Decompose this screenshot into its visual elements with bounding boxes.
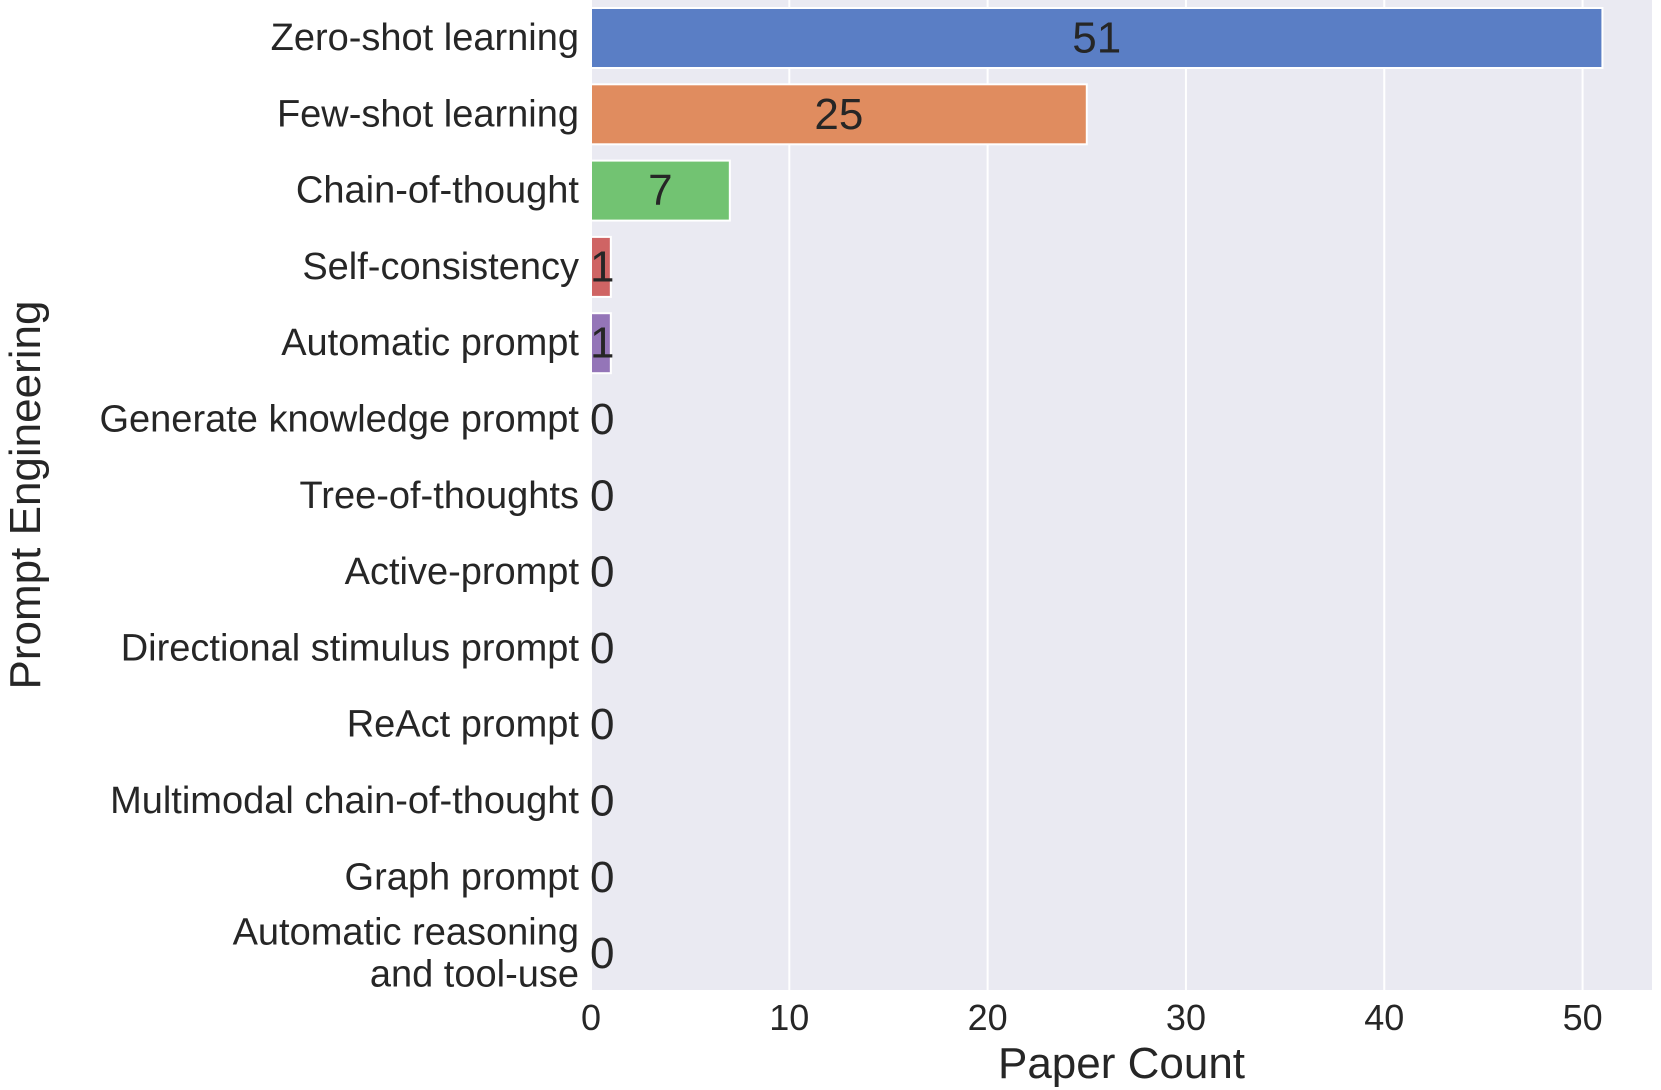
x-tick-labels: 0 10 20 30 40 50	[581, 997, 1603, 1038]
category-label: Active-prompt	[345, 551, 580, 593]
bar-value-label: 0	[590, 700, 614, 749]
bar-value-label: 0	[590, 471, 614, 520]
bars	[590, 7, 1604, 375]
category-label: ReAct prompt	[347, 704, 580, 746]
bar-value-label: 0	[590, 395, 614, 444]
plot-background	[591, 0, 1652, 990]
x-tick-label: 10	[769, 997, 809, 1038]
category-label: Generate knowledge prompt	[99, 399, 579, 441]
category-label: Directional stimulus prompt	[121, 627, 580, 669]
bar-value-label: 0	[590, 624, 614, 673]
bar-value-label: 51	[1072, 14, 1121, 63]
category-label: and tool-use	[370, 954, 579, 996]
y-axis-title: Prompt Engineering	[1, 301, 50, 690]
category-label: Zero-shot learning	[271, 17, 579, 59]
category-labels: Zero-shot learning Few-shot learning Chain…	[99, 17, 579, 996]
bar-value-label: 0	[590, 853, 614, 902]
category-label: Multimodal chain-of-thought	[110, 780, 579, 822]
bar-value-label: 7	[648, 166, 672, 215]
x-tick-label: 0	[581, 997, 601, 1038]
category-label: Chain-of-thought	[296, 170, 580, 212]
x-tick-label: 40	[1364, 997, 1404, 1038]
bar	[590, 83, 1088, 146]
bar-value-label: 1	[590, 242, 614, 291]
bar-value-label: 0	[590, 929, 614, 978]
bar-value-label: 1	[590, 319, 614, 368]
category-label: Automatic reasoning	[233, 912, 579, 954]
x-axis-title: Paper Count	[998, 1039, 1245, 1088]
bar	[590, 312, 612, 375]
bar	[590, 235, 612, 298]
category-label: Graph prompt	[345, 856, 580, 898]
category-label: Automatic prompt	[281, 322, 579, 364]
bar	[590, 159, 731, 222]
bar-value-label: 0	[590, 777, 614, 826]
category-label: Tree-of-thoughts	[299, 475, 579, 517]
category-label: Few-shot learning	[277, 93, 579, 135]
x-tick-label: 50	[1563, 997, 1603, 1038]
category-label: Self-consistency	[302, 246, 579, 288]
bar-value-label: 0	[590, 548, 614, 597]
bar-value-label: 25	[814, 90, 863, 139]
x-tick-label: 30	[1166, 997, 1206, 1038]
grid-lines	[590, 0, 1584, 990]
x-tick-label: 20	[968, 997, 1008, 1038]
bar	[590, 7, 1604, 69]
